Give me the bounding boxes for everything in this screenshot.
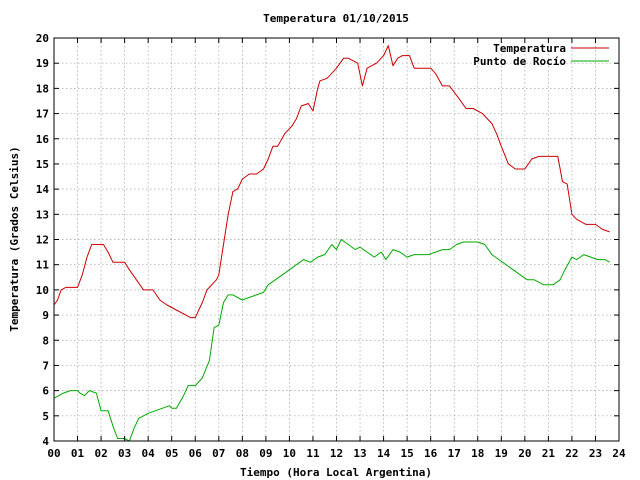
y-tick-label: 17 [36,108,49,121]
x-tick-label: 11 [306,447,320,460]
x-tick-label: 07 [212,447,225,460]
y-tick-label: 19 [36,57,49,70]
x-tick-label: 06 [189,447,203,460]
x-tick-label: 09 [259,447,272,460]
y-tick-label: 12 [36,234,49,247]
y-tick-label: 5 [42,410,49,423]
y-tick-label: 7 [42,359,49,372]
x-tick-label: 24 [612,447,626,460]
x-tick-label: 22 [565,447,578,460]
x-tick-label: 04 [142,447,156,460]
plot-series [53,45,610,442]
x-tick-label: 16 [424,447,438,460]
x-tick-labels: 00 01 02 03 04 05 06 07 08 09 10 11 12 13 14 15 16 17 18 19… [47,447,626,460]
x-tick-label: 21 [542,447,556,460]
x-tick-label: 18 [471,447,484,460]
y-tick-label: 9 [42,309,49,322]
axis-ticks [53,37,620,442]
y-axis-label: Temperatura (Grados Celsius) [8,146,21,331]
x-tick-label: 13 [353,447,366,460]
x-tick-label: 14 [377,447,391,460]
series-line-temperatura [53,45,610,319]
y-tick-label: 6 [42,385,49,398]
y-tick-label: 15 [36,158,49,171]
legend-label-punto-de-rocio: Punto de Rocío [473,55,566,68]
x-tick-label: 03 [118,447,131,460]
y-tick-label: 11 [36,259,50,272]
x-tick-label: 20 [518,447,531,460]
y-tick-label: 8 [42,334,49,347]
legend-label-temperatura: Temperatura [493,42,566,55]
y-tick-label: 13 [36,208,49,221]
y-tick-label: 10 [36,284,49,297]
x-tick-label: 08 [236,447,249,460]
x-tick-label: 15 [401,447,414,460]
x-tick-label: 00 [47,447,60,460]
y-tick-label: 14 [36,183,50,196]
x-tick-label: 12 [330,447,343,460]
x-axis-label: Tiempo (Hora Local Argentina) [240,466,432,479]
y-tick-label: 16 [36,133,50,146]
x-tick-label: 19 [495,447,508,460]
grid-lines [54,38,619,441]
x-tick-label: 10 [283,447,296,460]
x-tick-label: 17 [448,447,461,460]
y-tick-label: 18 [36,82,49,95]
x-tick-label: 05 [165,447,178,460]
y-tick-labels: 4 5 6 7 8 9 10 11 12 13 14 15 16 17 18 19 20 [36,32,50,448]
x-tick-label: 23 [589,447,602,460]
series-line-punto-de-rocio [53,239,610,442]
chart-title: Temperatura 01/10/2015 [263,12,409,25]
x-tick-label: 02 [94,447,107,460]
x-tick-label: 01 [71,447,85,460]
legend: Temperatura Punto de Rocío [473,42,609,68]
y-tick-label: 20 [36,32,49,45]
y-tick-label: 4 [42,435,49,448]
